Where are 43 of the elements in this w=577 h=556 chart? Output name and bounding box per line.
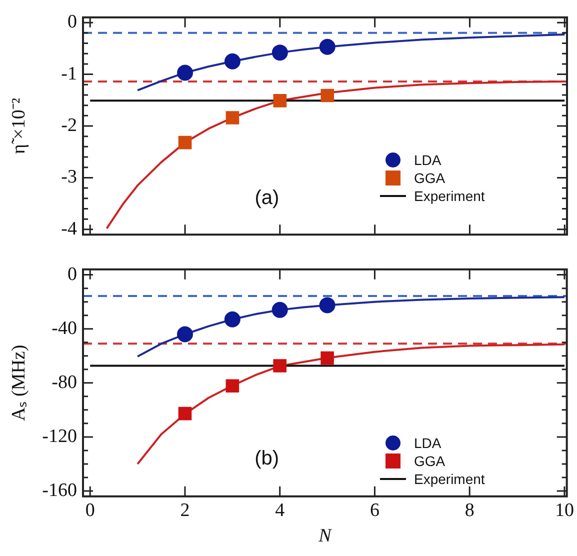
point (224, 311, 240, 328)
point (226, 379, 240, 393)
y-tick-label: -3 (61, 166, 77, 188)
point (320, 351, 334, 365)
y-tick-label: -2 (61, 114, 77, 136)
point (320, 88, 334, 102)
legend-label: GGA (414, 170, 446, 186)
legend-label: LDA (414, 152, 442, 168)
x-tick-label: 10 (554, 500, 574, 521)
point (224, 53, 240, 70)
point (319, 297, 336, 314)
point (178, 406, 192, 420)
legend-label: Experiment (414, 188, 485, 204)
y-tick-label: -160 (42, 480, 77, 501)
annotation: (a) (254, 187, 280, 210)
x-tick-label: 4 (275, 500, 286, 521)
y-tick-label: -40 (52, 318, 77, 339)
x-tick-label: 2 (180, 500, 190, 521)
point (273, 94, 287, 108)
x-axis-title: N (318, 526, 333, 547)
y-tick-label: -4 (61, 218, 78, 240)
y-tick-label: 0 (68, 12, 77, 33)
point (319, 38, 336, 55)
legend-label: GGA (414, 453, 446, 470)
x-tick-label: 8 (464, 500, 474, 521)
y-tick-label: -80 (52, 372, 77, 393)
y-tick-label: -1 (61, 63, 77, 84)
point (178, 136, 192, 150)
point (272, 44, 288, 61)
y-tick-label: 0 (68, 264, 77, 285)
y-axis-title: Aₛ (MHz) (8, 344, 30, 421)
y-axis-title: η̃ ×10⁻² (8, 98, 30, 154)
y-tick-label: -120 (42, 426, 77, 447)
x-tick-label: 0 (85, 500, 95, 521)
legend-label: Experiment (414, 471, 485, 488)
legend-label: LDA (414, 435, 442, 452)
point (177, 64, 194, 81)
annotation: (b) (254, 448, 280, 470)
point (176, 326, 193, 342)
point (273, 359, 287, 372)
point (272, 302, 288, 318)
x-tick-label: 6 (370, 500, 380, 521)
point (226, 111, 240, 124)
